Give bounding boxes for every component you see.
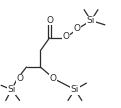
Text: O: O (49, 74, 57, 83)
Text: O: O (16, 74, 23, 83)
Text: O: O (46, 16, 53, 25)
Text: O: O (62, 32, 69, 41)
Text: Si: Si (71, 85, 79, 94)
Text: O: O (74, 24, 81, 33)
Text: Si: Si (7, 85, 16, 94)
Text: Si: Si (87, 16, 95, 25)
